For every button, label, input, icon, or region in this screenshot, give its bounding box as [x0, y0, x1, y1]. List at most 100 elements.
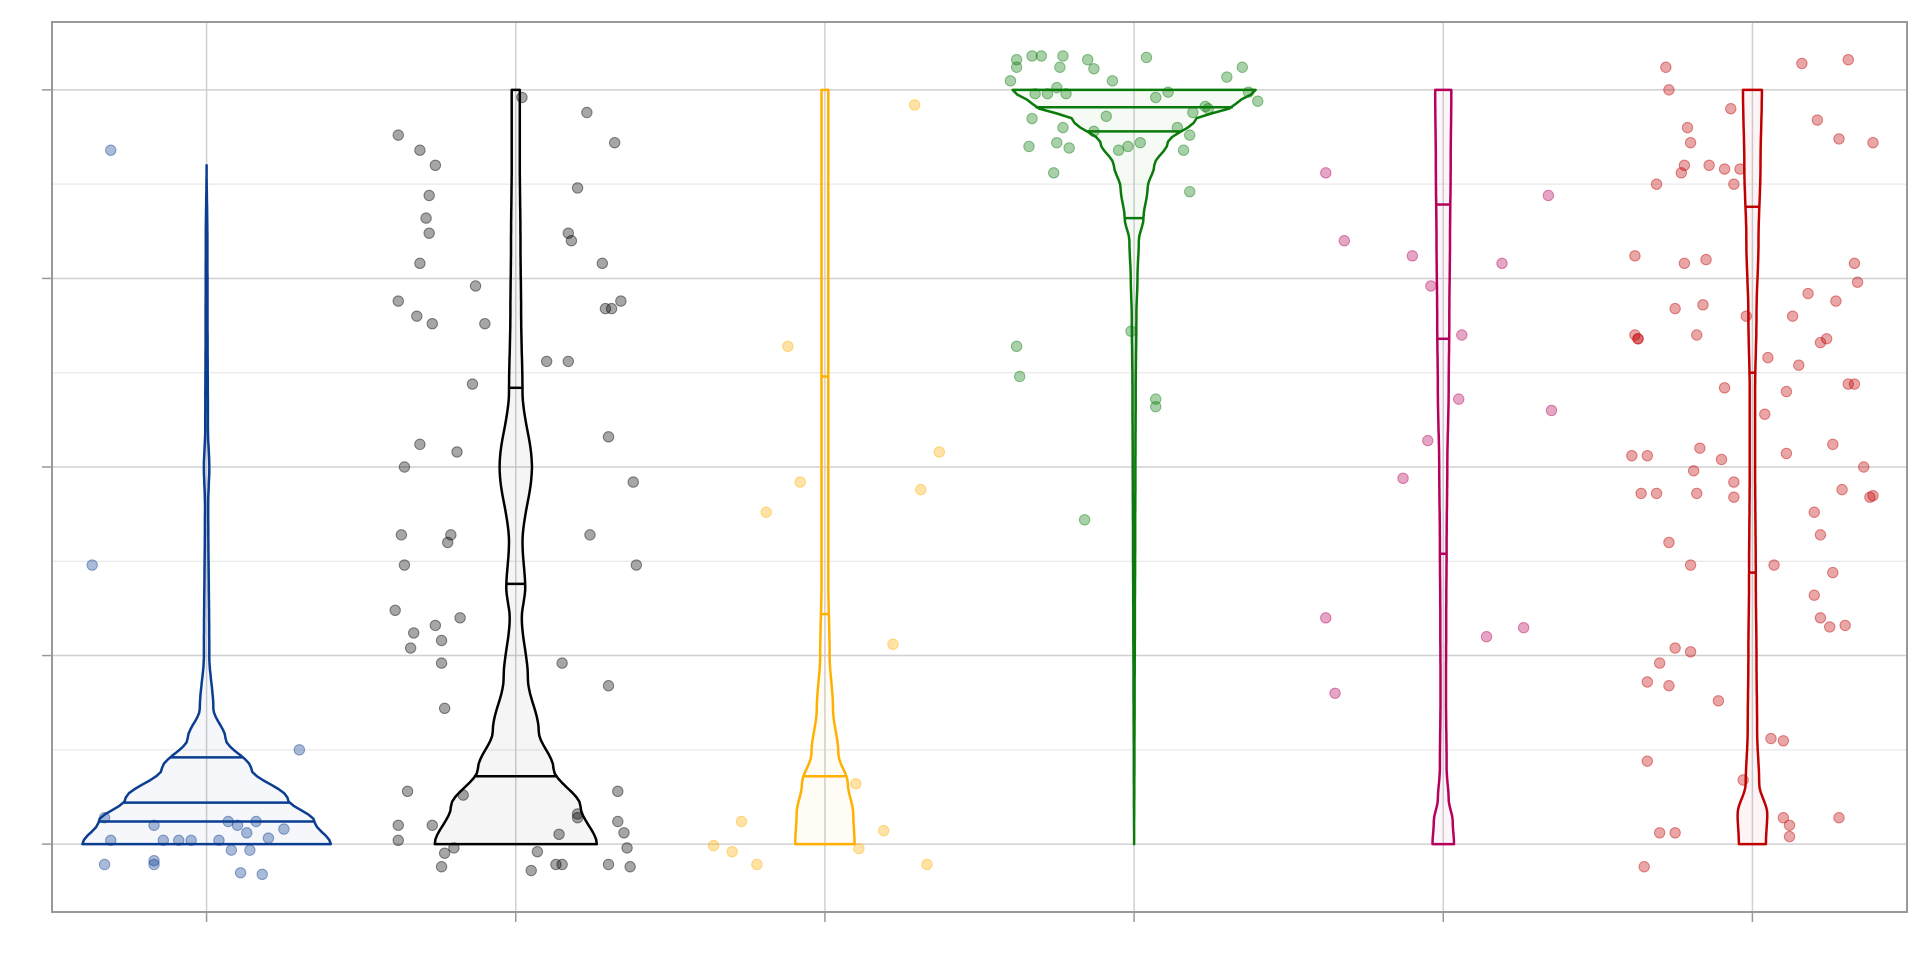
data-point: [1681, 121, 1694, 134]
data-point: [414, 144, 426, 156]
data-point: [1641, 755, 1654, 767]
plot-frame: [51, 21, 1908, 913]
data-point: [1820, 333, 1833, 345]
data-point: [1663, 680, 1675, 692]
data-point: [1480, 631, 1493, 643]
data-point: [185, 834, 197, 847]
data-point: [726, 845, 738, 858]
data-point: [1629, 250, 1641, 262]
data-point: [571, 182, 584, 194]
data-point: [448, 842, 460, 854]
data-point: [244, 844, 256, 856]
data-point: [1078, 514, 1091, 526]
data-point: [1171, 121, 1184, 134]
data-point: [1320, 612, 1332, 624]
data-point: [398, 461, 411, 473]
data-point: [1836, 483, 1848, 496]
data-point: [411, 310, 423, 322]
data-point: [608, 136, 621, 149]
data-point: [571, 812, 584, 824]
data-point: [1013, 370, 1026, 383]
data-point: [86, 559, 98, 571]
data-point: [1700, 253, 1712, 266]
data-point: [1663, 536, 1675, 549]
data-point: [562, 355, 575, 368]
data-point: [1199, 100, 1211, 113]
data-point: [1728, 476, 1740, 488]
grid-lines: [52, 22, 1907, 912]
data-point: [1177, 144, 1190, 156]
data-point: [1653, 827, 1666, 839]
data-point: [1029, 87, 1041, 100]
data-point: [1777, 735, 1790, 747]
data-point: [850, 778, 862, 790]
data-point: [1635, 487, 1647, 500]
data-point: [1802, 287, 1814, 300]
data-point: [1082, 54, 1094, 66]
data-point: [1010, 340, 1023, 353]
data-point: [426, 317, 438, 330]
data-point: [262, 832, 275, 844]
data-point: [615, 295, 627, 307]
data-point: [887, 638, 899, 650]
data-point: [605, 302, 618, 315]
data-point: [1697, 299, 1709, 311]
data-point: [707, 839, 720, 852]
data-point: [1112, 144, 1125, 156]
data-point: [1725, 103, 1737, 115]
data-point: [1638, 861, 1650, 873]
data-point: [1786, 310, 1799, 322]
data-point: [231, 819, 244, 831]
data-point: [1684, 136, 1697, 149]
data-point: [1202, 103, 1214, 115]
data-point: [1687, 465, 1700, 477]
data-point: [1641, 676, 1654, 688]
data-point: [256, 868, 268, 880]
data-point: [1150, 91, 1162, 104]
data-point: [157, 834, 170, 847]
data-point: [596, 257, 609, 270]
data-point: [1010, 61, 1023, 73]
data-point: [1088, 63, 1100, 75]
data-point: [278, 823, 290, 835]
data-point: [921, 858, 933, 871]
data-point: [599, 302, 612, 315]
data-point: [1793, 359, 1805, 371]
data-point: [565, 235, 578, 247]
data-point: [540, 355, 553, 368]
data-point: [1728, 491, 1740, 503]
data-point: [414, 257, 426, 270]
data-point: [1759, 408, 1771, 420]
data-point: [1684, 559, 1697, 571]
data-point: [1848, 378, 1861, 390]
data-point: [1338, 235, 1351, 247]
data-point: [1780, 385, 1793, 398]
data-point: [627, 476, 639, 488]
data-point: [1694, 442, 1706, 454]
data-point: [602, 680, 615, 692]
data-point: [1808, 506, 1820, 518]
data-point: [1839, 619, 1851, 632]
data-point: [1703, 159, 1715, 172]
data-point: [1004, 75, 1017, 87]
data-point: [1734, 163, 1746, 175]
data-point: [584, 529, 596, 541]
data-point: [1650, 178, 1663, 190]
data-point: [454, 612, 466, 624]
data-point: [401, 785, 414, 798]
data-point: [457, 789, 469, 801]
data-point: [1858, 461, 1870, 473]
data-point: [612, 785, 624, 798]
data-point: [435, 657, 448, 669]
data-points: [86, 50, 1879, 880]
data-point: [1051, 136, 1063, 149]
data-point: [1320, 167, 1332, 179]
data-point: [1867, 489, 1879, 502]
data-point: [1057, 50, 1069, 62]
data-point: [1106, 75, 1119, 87]
data-point: [1830, 295, 1842, 307]
data-point: [782, 340, 794, 353]
violin-outline: [1736, 88, 1769, 846]
data-point: [794, 476, 806, 488]
data-point: [1777, 812, 1790, 824]
